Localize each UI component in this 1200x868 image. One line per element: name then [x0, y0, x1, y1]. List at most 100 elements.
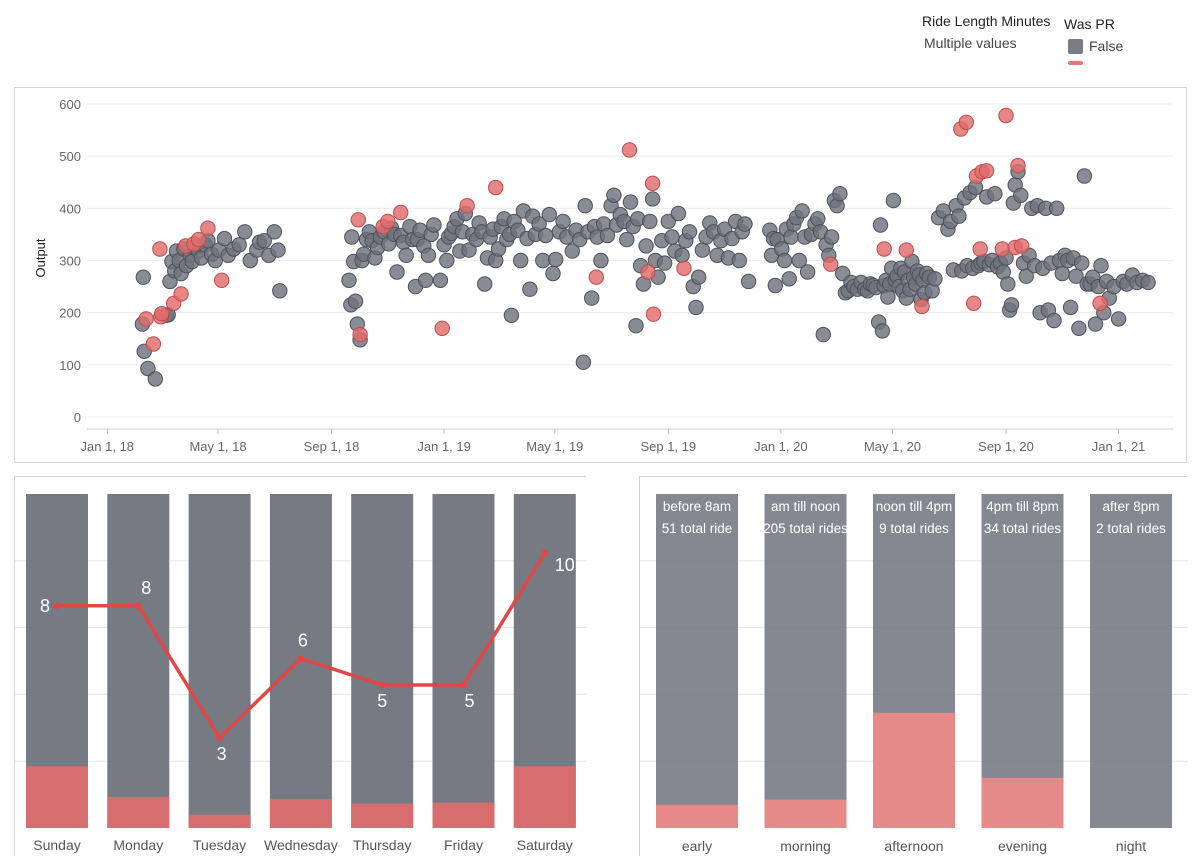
y-axis-title: Output [33, 238, 48, 277]
x-category-label: Tuesday [193, 837, 246, 853]
x-category-label: morning [780, 838, 831, 854]
scatter-point-true [998, 107, 1014, 124]
scatter-point-true [138, 311, 154, 327]
bar-time-label: 4pm till 8pm [986, 499, 1059, 514]
scatter-point-true [914, 298, 930, 315]
line-marker [53, 602, 61, 610]
scatter-point-false [545, 265, 561, 282]
scatter-point-false [461, 242, 477, 258]
scatter-point-false [794, 203, 810, 219]
scatter-point-false [688, 299, 704, 316]
scatter-point-false [791, 252, 807, 269]
line-value-label: 8 [40, 596, 50, 616]
scatter-point-false [439, 252, 455, 269]
x-tick-label: May 1, 19 [526, 439, 583, 454]
scatter-point-false [799, 264, 816, 280]
scatter-point-true [352, 326, 368, 343]
scatter-point-false [531, 216, 547, 232]
scatter-point-false [135, 269, 152, 285]
legend-swatch-true[interactable] [1068, 61, 1083, 65]
scatter-point-false [874, 323, 891, 339]
scatter-point-true [958, 114, 974, 130]
scatter-point-true [488, 179, 504, 196]
x-category-label: Monday [113, 837, 163, 853]
scatter-point-false [140, 360, 156, 377]
scatter-point-false [270, 242, 286, 258]
scatter-point-true [644, 175, 661, 192]
legend-label-false[interactable]: False [1089, 38, 1124, 54]
scatter-point-true [434, 320, 450, 337]
bar-time-label: noon till 4pm [876, 499, 953, 514]
scatter-point-false [1018, 268, 1034, 284]
scatter-point-false [1000, 276, 1016, 292]
line-value-label: 8 [141, 578, 151, 598]
scatter-point-false [656, 255, 673, 271]
scatter-point-false [575, 354, 592, 370]
scatter-point-false [577, 198, 593, 214]
x-category-label: evening [998, 838, 1047, 854]
scatter-point-true [676, 260, 692, 277]
scatter-point-false [606, 187, 622, 204]
bar-pr [873, 712, 955, 828]
scatter-point-false [681, 224, 698, 240]
scatter-point-false [740, 273, 757, 290]
scatter-point-false [432, 272, 449, 289]
scatter-point-false [237, 224, 253, 240]
weekday-panel: Sunday Monday Tuesday Wednesday Thursday Frid… [14, 476, 587, 856]
scatter-point-false [781, 271, 797, 287]
x-category-label: Saturday [517, 837, 573, 853]
scatter-point-false [619, 231, 635, 248]
bar-time-label: after 8pm [1102, 499, 1159, 514]
scatter-point-true [1092, 295, 1108, 312]
bar-total [981, 494, 1064, 828]
filter-value[interactable]: Multiple values [924, 35, 1017, 51]
bar-pr [513, 766, 576, 828]
scatter-point-true [350, 212, 366, 228]
scatter-point-false [664, 229, 680, 245]
scatter-point-true [154, 306, 170, 322]
bar-time-label: am till noon [771, 499, 840, 514]
scatter-point-false [344, 229, 360, 245]
scatter-point-false [810, 211, 826, 227]
bar-pr [26, 766, 88, 828]
scatter-point-false [522, 281, 538, 297]
scatter-panel: 0 100 200 300 400 500 600 Output Jan 1, 18 May 1,… [14, 87, 1187, 463]
scatter-point-false [272, 283, 288, 299]
scatter-point-false [1074, 255, 1090, 271]
scatter-point-false [535, 252, 551, 269]
y-tick-label: 100 [59, 358, 81, 373]
line-value-label: 6 [298, 631, 308, 651]
scatter-point-false [670, 205, 687, 222]
scatter-point-false [767, 277, 783, 294]
scatter-point-true [621, 142, 638, 158]
y-tick-label: 200 [59, 306, 81, 321]
scatter-point-false [537, 227, 554, 244]
scatter-point-false [420, 247, 437, 264]
timeofday-chart: early before 8am 51 total ride morning am ti… [640, 494, 1188, 854]
scatter-point-false [935, 203, 951, 219]
x-tick-label: May 1, 20 [864, 439, 921, 454]
scatter-point-true [200, 220, 216, 236]
bar-time-label: before 8am [663, 499, 731, 514]
scatter-point-false [1087, 316, 1104, 332]
scatter-point-true [978, 163, 995, 179]
line-marker [297, 655, 305, 663]
scatter-point-false [1071, 320, 1087, 337]
scatter-point-false [147, 371, 164, 387]
scatter-point-true [645, 306, 662, 322]
bar-total [1090, 494, 1172, 828]
scatter-point-false [622, 194, 639, 210]
bar-pr [981, 777, 1064, 828]
x-tick-label: Jan 1, 20 [754, 439, 808, 454]
scatter-point-true [214, 272, 230, 289]
bar-pr [188, 814, 251, 828]
legend-swatch-false[interactable] [1068, 39, 1083, 54]
bar-total [656, 494, 738, 828]
scatter-point-false [477, 276, 493, 292]
scatter-point-false [731, 252, 747, 269]
bar-count-label: 9 total rides [879, 521, 949, 536]
scatter-point-false [1093, 258, 1109, 274]
x-tick-label: Sep 1, 18 [304, 439, 360, 454]
scatter-point-false [638, 238, 654, 254]
scatter-point-false [815, 326, 831, 343]
